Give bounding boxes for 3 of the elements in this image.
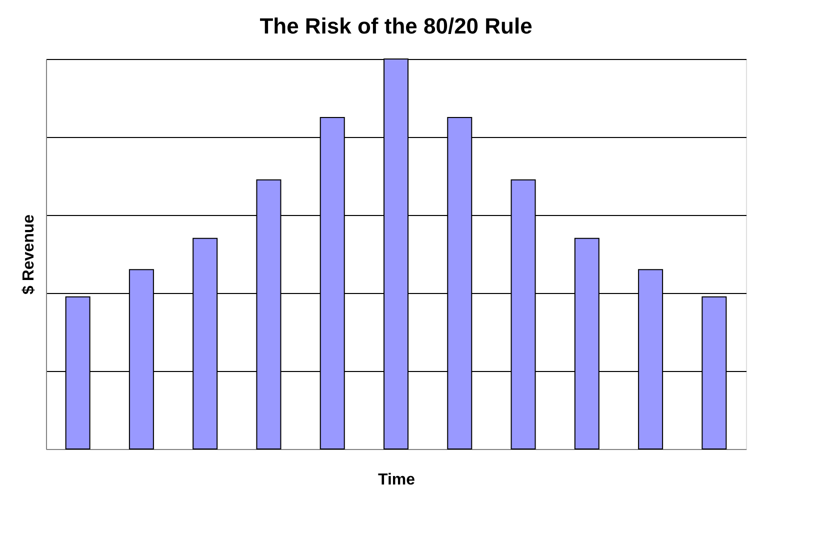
y-axis-title: $ Revenue — [20, 214, 38, 295]
chart-title: The Risk of the 80/20 Rule — [260, 14, 532, 38]
x-axis-title: Time — [378, 472, 416, 488]
